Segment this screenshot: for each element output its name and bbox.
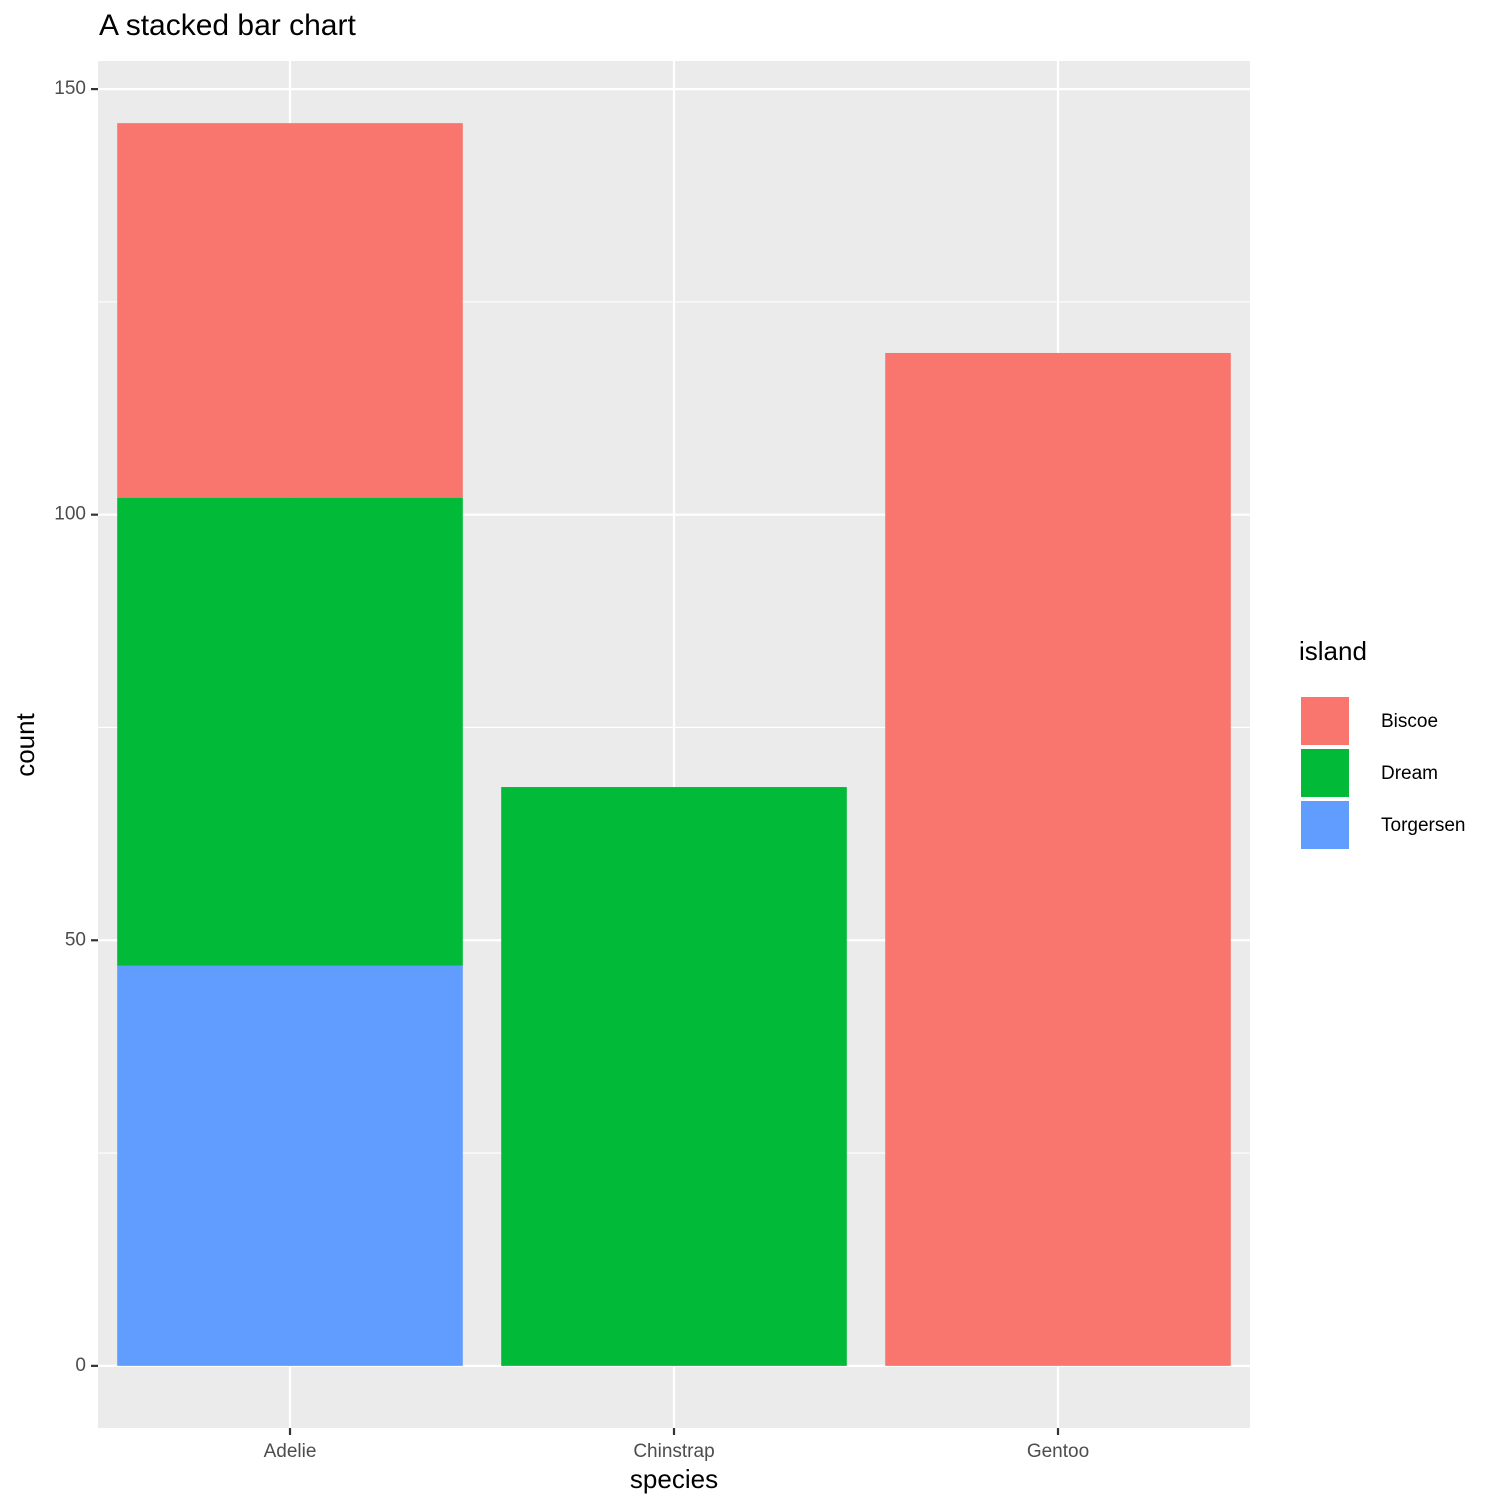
x-tick-label: Adelie [264,1441,317,1462]
legend-swatch [1301,697,1349,745]
legend-label: Biscoe [1381,711,1438,732]
legend-title: island [1299,636,1367,666]
legend: Biscoe Dream Torgersen [1299,695,1466,851]
bar-segment [885,352,1231,1366]
legend-swatch [1301,801,1349,849]
x-tick-label: Gentoo [1027,1441,1089,1462]
y-tick-label: 100 [54,504,86,525]
bar-segment [501,787,847,1366]
legend-swatch [1301,749,1349,797]
bar-segment [117,123,463,498]
legend-label: Dream [1381,763,1438,784]
y-tick-label: 50 [65,929,86,950]
axes: 0 50 100 150 Adelie Chinstrap Gentoo [54,78,1089,1462]
y-axis-title: count [10,712,40,776]
bars [117,123,1231,1366]
chart-title: A stacked bar chart [99,9,356,42]
y-tick-label: 0 [75,1355,86,1376]
bar-segment [117,965,463,1366]
y-tick-label: 150 [54,78,86,99]
x-axis-title: species [630,1464,718,1494]
legend-label: Torgersen [1381,815,1466,836]
x-tick-label: Chinstrap [633,1441,714,1462]
bar-segment [117,497,463,966]
